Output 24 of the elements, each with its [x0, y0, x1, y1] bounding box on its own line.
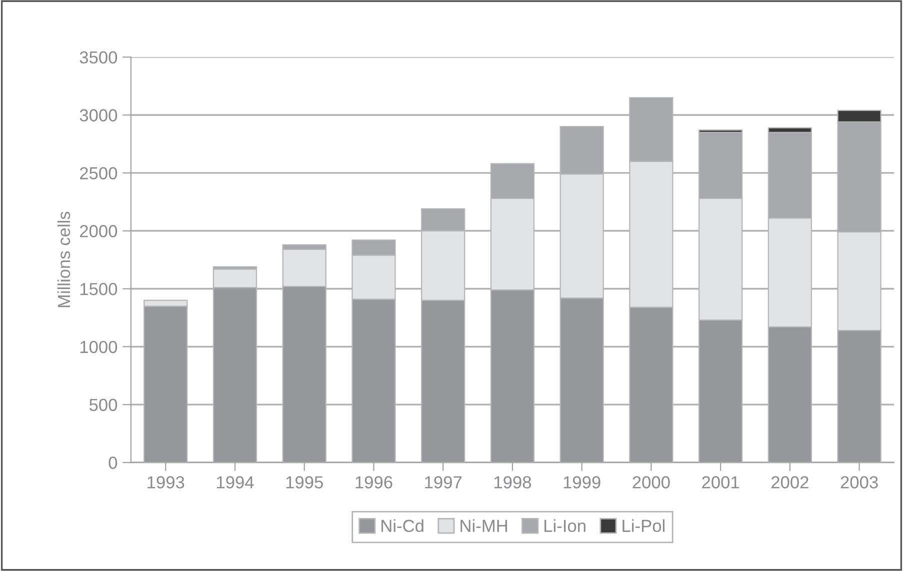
x-tick-label: 2003 [840, 476, 878, 488]
legend-label: Li-Ion [544, 519, 586, 532]
x-tick-label: 1997 [425, 476, 462, 488]
legend-label: Ni-Cd [382, 519, 424, 532]
x-tick-label: 2000 [632, 476, 670, 488]
y-tick-label: 1500 [80, 282, 118, 296]
legend-label: Ni-MH [460, 519, 507, 532]
y-tick-label: 0 [108, 456, 118, 469]
x-tick-label: 1993 [148, 476, 184, 488]
x-tick-label: 1996 [356, 476, 392, 488]
x-tick-label: 1995 [286, 476, 323, 488]
y-tick-label: 3500 [80, 51, 118, 64]
legend-label: Li-Pol [622, 519, 664, 532]
y-tick-label: 3000 [80, 109, 118, 122]
x-tick-label: 2002 [771, 476, 808, 488]
x-tick-label: 1994 [217, 476, 254, 488]
y-axis-title: Millions cells [57, 212, 70, 308]
x-tick-label: 2001 [702, 476, 740, 488]
x-tick-label: 1999 [564, 476, 600, 488]
y-tick-label: 1000 [80, 340, 118, 354]
y-tick-label: 2000 [80, 225, 118, 238]
y-tick-label: 2500 [80, 167, 118, 180]
x-tick-label: 1998 [494, 476, 532, 488]
y-tick-label: 500 [89, 398, 118, 412]
